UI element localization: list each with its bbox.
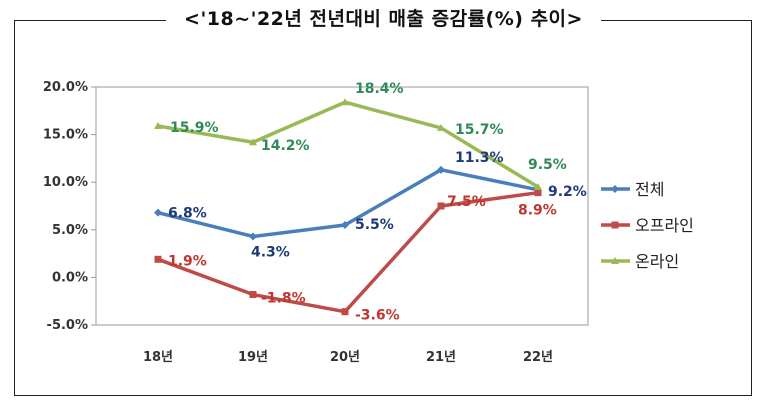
y-tick-label: -5.0%: [47, 318, 88, 333]
y-tick-label: 15.0%: [43, 128, 88, 143]
y-tick-label: 5.0%: [52, 223, 88, 238]
series-point: [437, 123, 445, 131]
data-label: 5.5%: [355, 217, 394, 233]
x-tick-label: 22년: [523, 350, 553, 365]
data-label: 1.9%: [168, 253, 207, 269]
x-tick-label: 18년: [143, 350, 173, 365]
plot-area-border: [95, 86, 589, 326]
series-point: [154, 122, 162, 130]
x-tick-label: 19년: [238, 350, 268, 365]
data-label: 4.3%: [251, 244, 290, 260]
series-point: [249, 232, 257, 241]
axes: 20.0% 15.0% 10.0% 5.0% 0.0% -5.0% 18년 19년 20년 21년…: [43, 80, 589, 365]
series-point: [534, 182, 542, 190]
data-label: -1.8%: [261, 291, 306, 307]
series-point: [534, 189, 542, 197]
series-point: [437, 202, 445, 210]
series-point: [341, 98, 349, 106]
series-point: [249, 291, 257, 299]
legend-marker: [611, 185, 619, 193]
series-line-3: [157, 100, 539, 189]
series-point: [437, 165, 445, 174]
y-tick-label: 10.0%: [43, 175, 88, 190]
data-label: 14.2%: [261, 138, 310, 154]
y-tick-label: 0.0%: [52, 270, 88, 285]
chart-title: <'18~'22년 전년대비 매출 증감률(%) 추이>: [166, 4, 601, 31]
data-label: 11.3%: [455, 150, 504, 166]
data-label: 6.8%: [168, 206, 207, 222]
legend-label: 전체: [635, 180, 664, 199]
data-label: 8.9%: [518, 203, 557, 219]
data-label: 18.4%: [355, 81, 404, 97]
title-container: <'18~'22년 전년대비 매출 증감률(%) 추이>: [0, 4, 767, 31]
x-tick-label: 21년: [426, 350, 456, 365]
legend-marker: [611, 257, 619, 264]
legend-label: 오프라인: [635, 216, 694, 235]
legend-marker: [611, 221, 619, 229]
legend-label: 온라인: [635, 252, 679, 271]
series-point: [341, 221, 349, 230]
data-label: 15.7%: [455, 122, 504, 138]
data-label: 9.5%: [528, 157, 567, 173]
series-line-2: [157, 190, 539, 314]
data-label: -3.6%: [355, 308, 400, 324]
y-tick-label: 20.0%: [43, 80, 88, 95]
series-point: [341, 308, 349, 316]
series-point: [249, 138, 257, 146]
data-label: 7.5%: [447, 194, 486, 210]
series-layer: [154, 98, 542, 316]
series-point: [154, 255, 162, 263]
series-point: [154, 208, 162, 217]
data-label: 15.9%: [170, 120, 219, 136]
data-label: 9.2%: [548, 184, 587, 200]
data-labels: 6.8% 4.3% 5.5% 11.3% 9.2% 1.9% -1.8% -3.6% 7.5% 8…: [168, 81, 587, 323]
x-tick-label: 20년: [330, 350, 360, 365]
